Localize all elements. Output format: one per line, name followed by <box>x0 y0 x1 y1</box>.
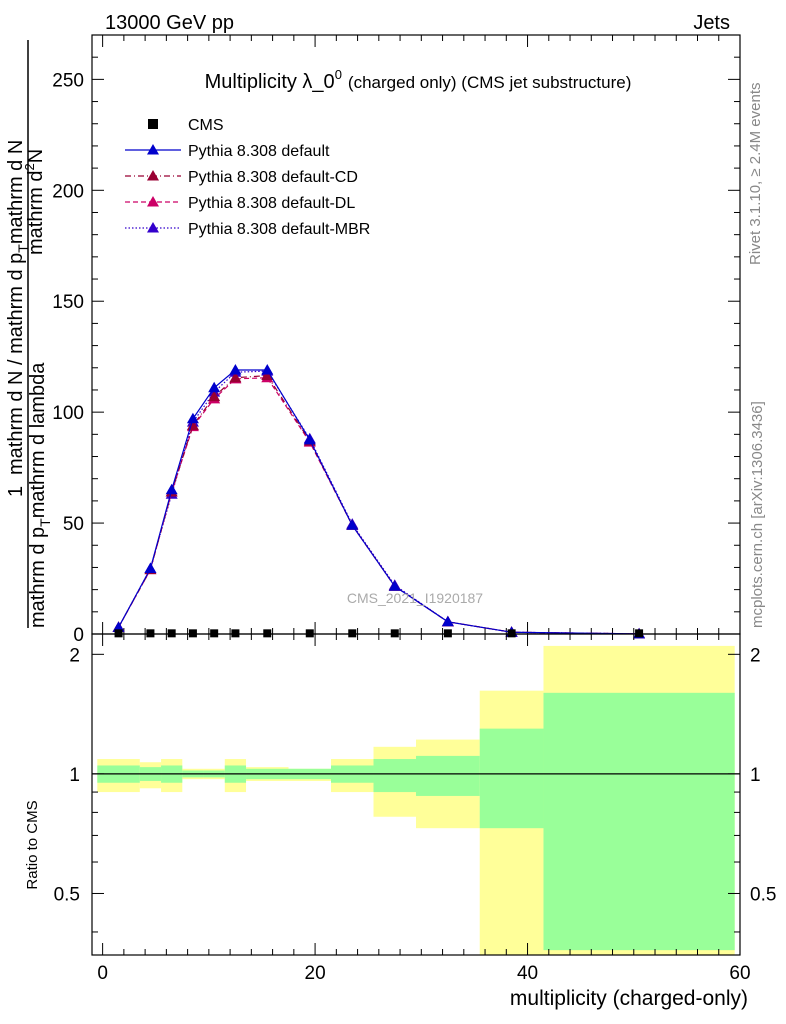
series-point-cd <box>229 371 242 383</box>
main-ylabel-top-sup: 2 <box>22 163 37 170</box>
main-ytick-label: 150 <box>52 292 84 313</box>
main-ytick-label: 100 <box>52 403 84 424</box>
xaxis-label: multiplicity (charged-only) <box>510 987 748 1010</box>
data-point-cms <box>348 629 357 638</box>
series-point-default <box>208 381 221 393</box>
ratio-ytick-label-left: 2 <box>69 645 80 666</box>
main-ytick-label: 250 <box>52 70 84 91</box>
legend-marker-cms <box>148 119 158 129</box>
data-point-cms <box>390 629 399 638</box>
ratio-ytick-label-right: 1 <box>750 765 761 786</box>
xtick-label: 60 <box>729 963 750 984</box>
main-ylabel-sub-1: T <box>15 244 31 253</box>
series-point-default <box>388 580 401 591</box>
main-ytick-label: 0 <box>73 625 84 646</box>
chart-title-main: Multiplicity λ_0 <box>205 71 335 93</box>
legend-label: CMS <box>188 117 224 134</box>
data-point-cms <box>507 629 516 638</box>
data-point-cms <box>305 629 314 638</box>
main-ylabel-top: mathrm d <box>25 171 47 255</box>
ratio-frame <box>91 633 741 956</box>
main-ylabel-denominator-2: mathrm d pTmathrm d lambda <box>27 362 53 628</box>
energy-label: 13000 GeV pp <box>105 12 234 34</box>
main-ytick-label: 50 <box>63 514 84 535</box>
legend-marker-cd <box>147 170 159 181</box>
data-point-cms <box>231 629 240 638</box>
data-point-cms <box>167 629 176 638</box>
main-panel <box>91 34 741 639</box>
data-point-cms <box>188 629 197 638</box>
legend: CMS Pythia 8.308 default Pythia 8.308 defa… <box>125 117 370 238</box>
process-label: Jets <box>693 12 730 34</box>
legend-marker-dl <box>147 196 159 207</box>
series-point-cd <box>208 390 221 402</box>
legend-marker-mbr <box>147 222 159 233</box>
mcplots-label: mcplots.cern.ch [arXiv:1306.3436] <box>749 401 766 628</box>
series-point-default <box>346 519 359 530</box>
series-point-default <box>186 412 199 424</box>
main-ylabel-den-part-1: mathrm d p <box>27 527 49 628</box>
ratio-ytick-label-left: 1 <box>69 765 80 786</box>
ratio-band-inner-11 <box>479 728 544 829</box>
ratio-ytick-label-right: 2 <box>750 645 761 666</box>
main-ytick-label: 200 <box>52 181 84 202</box>
ratio-band-inner-12 <box>543 692 735 951</box>
main-ylabel-numerator-2: mathrm d N / mathrm d pTmathrm d N <box>5 140 31 475</box>
main-ylabel-denominator-1: mathrm d2N <box>22 149 47 255</box>
series-point-default <box>144 562 157 574</box>
data-point-cms <box>114 629 123 638</box>
ratio-panel <box>91 633 741 956</box>
ratio-ylabel: Ratio to CMS <box>24 800 41 889</box>
chart-title-rest: (charged only) (CMS jet substructure) <box>348 73 631 92</box>
data-point-cms <box>443 629 452 638</box>
series-point-cd <box>261 369 274 381</box>
legend-marker-default <box>147 144 159 155</box>
xtick-label: 0 <box>97 963 108 984</box>
data-point-cms <box>263 629 272 638</box>
legend-label: Pythia 8.308 default-DL <box>188 195 355 212</box>
ratio-band-inner-10 <box>416 755 480 796</box>
main-ylabel-part-1: mathrm d N / mathrm d p <box>5 253 27 475</box>
main-ylabel-numerator-1: 1 <box>5 486 27 497</box>
legend-label: Pythia 8.308 default-MBR <box>188 221 370 238</box>
ratio-ytick-label-right: 0.5 <box>750 884 776 905</box>
series-point-default <box>165 483 178 495</box>
series-point-default <box>112 621 125 632</box>
legend-label: Pythia 8.308 default <box>188 143 330 160</box>
xtick-label: 40 <box>517 963 538 984</box>
series-point-default <box>441 615 454 627</box>
analysis-watermark: CMS_2021_I1920187 <box>347 590 483 606</box>
data-point-cms <box>146 629 155 638</box>
rivet-label: Rivet 3.1.10, ≥ 2.4M events <box>747 83 764 266</box>
chart-title-sup: 0 <box>335 67 342 82</box>
main-ylabel-sub-2: T <box>37 518 53 527</box>
main-ylabel: 1 mathrm d N / mathrm d pTmathrm d N mat… <box>5 40 53 628</box>
data-point-cms <box>635 629 644 638</box>
legend-label: Pythia 8.308 default-CD <box>188 169 358 186</box>
main-ylabel-part-2: mathrm d N <box>5 140 27 244</box>
main-ylabel-den-part-2: mathrm d lambda <box>27 362 49 518</box>
series-point-default <box>303 433 316 445</box>
xtick-label: 20 <box>305 963 326 984</box>
series-point-default <box>261 363 274 375</box>
ratio-ytick-label-left: 0.5 <box>54 884 80 905</box>
chart-title: Multiplicity λ_00 (charged only) (CMS jet… <box>205 67 632 93</box>
data-point-cms <box>210 629 219 638</box>
ratio-band-inner-9 <box>373 759 416 793</box>
main-ylabel-top-2: N <box>25 149 47 163</box>
series-point-default <box>229 363 242 375</box>
